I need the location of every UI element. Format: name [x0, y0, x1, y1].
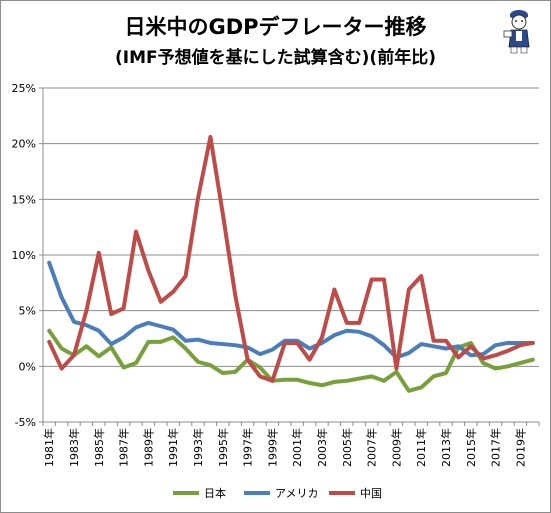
chart-title: 日米中のGDPデフレーター推移: [124, 15, 427, 39]
x-tick-label: 1983年: [67, 428, 81, 467]
chart-subtitle: (IMF予想値を基にした試算含む)(前年比): [115, 48, 436, 68]
series-lines: [47, 134, 535, 393]
x-tick-label: 1989年: [141, 428, 155, 467]
y-tick-label: -5%: [15, 416, 36, 429]
legend-label: 日本: [204, 486, 226, 500]
x-tick-label: 2009年: [389, 428, 403, 467]
x-tick-label: 1981年: [42, 428, 56, 467]
x-tick-label: 2001年: [290, 428, 304, 467]
x-tick-label: 2017年: [489, 428, 503, 467]
x-tick-labels: 1981年 1983年 1985年 1987年 1989年 1991年 1993年 1995年…: [42, 428, 527, 467]
x-tick-label: 1997年: [241, 428, 255, 467]
x-tick-label: 1991年: [166, 428, 180, 467]
x-tick-label: 1985年: [92, 428, 106, 467]
y-tick-labels: -5% 0% 5% 10% 15% 20% 25%: [12, 82, 36, 429]
legend-label: アメリカ: [275, 487, 318, 500]
axes: [42, 88, 540, 426]
x-tick-label: 2005年: [340, 428, 354, 467]
y-tick-label: 20%: [12, 138, 36, 151]
y-tick-label: 10%: [12, 249, 36, 262]
x-tick-label: 2011年: [414, 428, 428, 467]
x-tick-label: 2007年: [365, 428, 379, 467]
x-tick-label: 2019年: [513, 428, 527, 467]
x-tick-label: 2013年: [439, 428, 453, 467]
legend: 日本 アメリカ 中国: [173, 486, 382, 500]
gridlines: [39, 87, 539, 423]
x-tick-label: 1995年: [216, 428, 230, 467]
y-tick-label: 25%: [12, 82, 36, 95]
y-tick-label: 15%: [12, 193, 36, 206]
y-tick-label: 5%: [19, 305, 36, 318]
x-tick-label: 2015年: [464, 428, 478, 467]
x-tick-label: 2003年: [315, 428, 329, 467]
mascot-illustration: [503, 10, 530, 54]
x-tick-label: 1987年: [117, 428, 131, 467]
legend-label: 中国: [360, 487, 382, 500]
y-tick-label: 0%: [19, 360, 36, 373]
series-line: [47, 328, 535, 393]
x-tick-label: 1993年: [191, 428, 205, 467]
x-tick-label: 1999年: [265, 428, 279, 467]
series-line: [47, 134, 535, 383]
